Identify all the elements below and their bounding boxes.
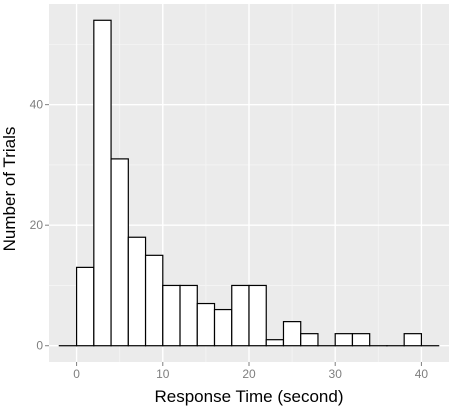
histogram-bar <box>196 302 216 347</box>
histogram-bar <box>110 158 129 347</box>
histogram-bar <box>334 333 354 347</box>
y-axis-ticks: 0 20 40 <box>30 98 49 353</box>
x-tick-label: 10 <box>156 367 170 381</box>
histogram-bar <box>351 333 371 347</box>
histogram-bar <box>213 308 233 347</box>
histogram-bar <box>265 339 285 347</box>
histogram-bar <box>282 321 302 347</box>
histogram-bar <box>248 284 267 347</box>
histogram-bar <box>144 254 164 347</box>
histogram-bar <box>403 333 423 347</box>
x-tick-label: 20 <box>242 367 256 381</box>
x-tick-label: 30 <box>329 367 343 381</box>
x-tick-label: 0 <box>73 367 80 381</box>
y-tick-label: 20 <box>30 218 44 232</box>
histogram-bar <box>179 284 198 347</box>
histogram-bar <box>162 284 181 347</box>
histogram-bar <box>300 333 319 347</box>
y-tick-label: 40 <box>30 98 44 112</box>
x-axis-ticks: 0 10 20 30 40 <box>73 362 428 381</box>
histogram-bar <box>75 266 95 347</box>
x-axis-title: Response Time (second) <box>155 387 344 406</box>
histogram-bars <box>58 19 440 347</box>
histogram-bar <box>127 236 147 347</box>
y-axis-title: Number of Trials <box>0 127 19 252</box>
y-tick-label: 0 <box>36 339 43 353</box>
histogram-bar <box>93 19 112 347</box>
histogram-bar <box>231 284 250 347</box>
x-tick-label: 40 <box>415 367 429 381</box>
